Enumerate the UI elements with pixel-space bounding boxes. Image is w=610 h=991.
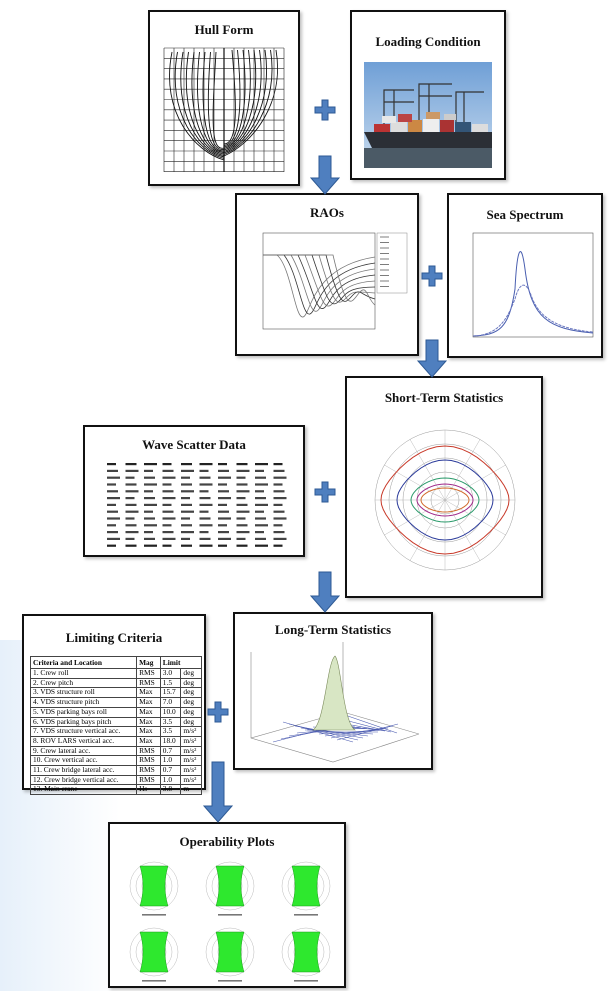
down-arrow bbox=[418, 340, 446, 377]
down-arrow bbox=[311, 156, 339, 194]
down-arrow bbox=[311, 572, 339, 612]
plus-sign bbox=[422, 266, 442, 286]
plus-sign bbox=[208, 702, 228, 722]
connectors bbox=[0, 0, 610, 991]
page: {"boxes": { "hull_form": {"title": "Hull… bbox=[0, 0, 610, 991]
plus-sign bbox=[315, 482, 335, 502]
down-arrow bbox=[204, 762, 232, 822]
plus-sign bbox=[315, 100, 335, 120]
